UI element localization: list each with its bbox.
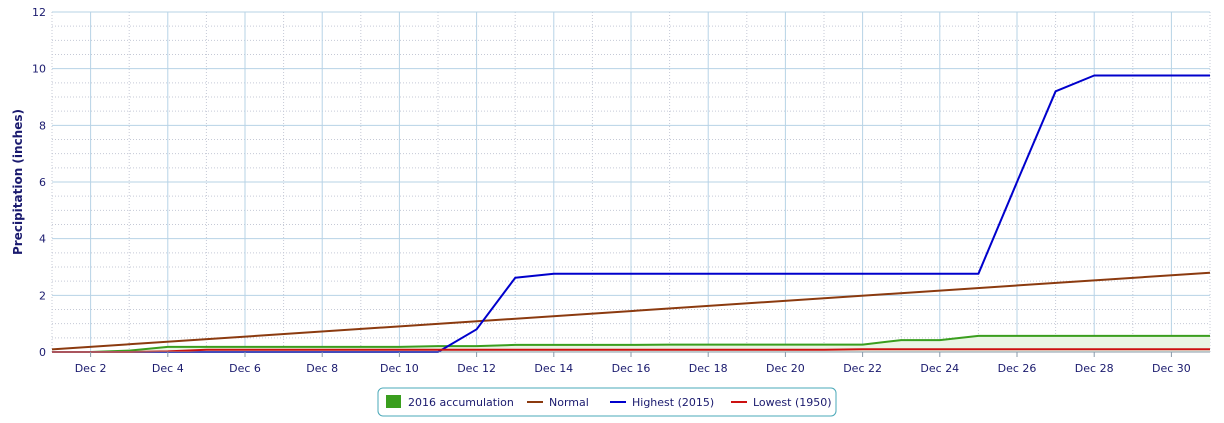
- x-tick-label: Dec 4: [152, 362, 184, 375]
- x-tick-label: Dec 14: [534, 362, 573, 375]
- axes: 0 2 4 6 8 10 12 Dec 2 Dec 4 Dec 6 Dec 8 Dec 10 Dec 1…: [32, 6, 1210, 375]
- legend: 2016 accumulation Normal Highest (2015) Low…: [377, 387, 837, 417]
- y-axis-title: Precipitation (inches): [11, 109, 25, 255]
- series-line-lowest-1950: [52, 348, 1210, 353]
- y-tick-label: 2: [39, 289, 46, 302]
- grid: [51, 11, 1211, 353]
- y-tick-label: 6: [39, 176, 46, 189]
- x-tick-label: Dec 30: [1152, 362, 1191, 375]
- x-tick-label: Dec 12: [457, 362, 496, 375]
- x-tick-label: Dec 16: [612, 362, 651, 375]
- legend-box: [377, 387, 837, 417]
- legend-label-normal: Normal: [549, 396, 589, 409]
- legend-label-highest-2015: Highest (2015): [632, 396, 714, 409]
- x-tick-label: Dec 28: [1075, 362, 1114, 375]
- legend-label-2016-accumulation: 2016 accumulation: [408, 396, 514, 409]
- series-line-normal: [51, 271, 1211, 351]
- y-tick-label: 4: [39, 233, 46, 246]
- series-line-2016-accumulation: [52, 334, 1210, 353]
- x-tick-label: Dec 6: [229, 362, 261, 375]
- legend-swatch-2016-accumulation: [386, 395, 401, 408]
- y-tick-label: 10: [32, 63, 46, 76]
- x-tick-label: Dec 8: [306, 362, 338, 375]
- y-tick-label: 12: [32, 6, 46, 19]
- x-tick-label: Dec 20: [766, 362, 805, 375]
- x-tick-label: Dec 10: [380, 362, 419, 375]
- x-tick-label: Dec 22: [843, 362, 882, 375]
- y-tick-label: 8: [39, 119, 46, 132]
- legend-label-lowest-1950: Lowest (1950): [753, 396, 832, 409]
- x-tick-label: Dec 18: [689, 362, 728, 375]
- x-tick-label: Dec 24: [920, 362, 959, 375]
- x-tick-label: Dec 26: [998, 362, 1037, 375]
- series-area-fill: [52, 335, 1210, 352]
- y-tick-label: 0: [39, 346, 46, 359]
- x-tick-label: Dec 2: [75, 362, 107, 375]
